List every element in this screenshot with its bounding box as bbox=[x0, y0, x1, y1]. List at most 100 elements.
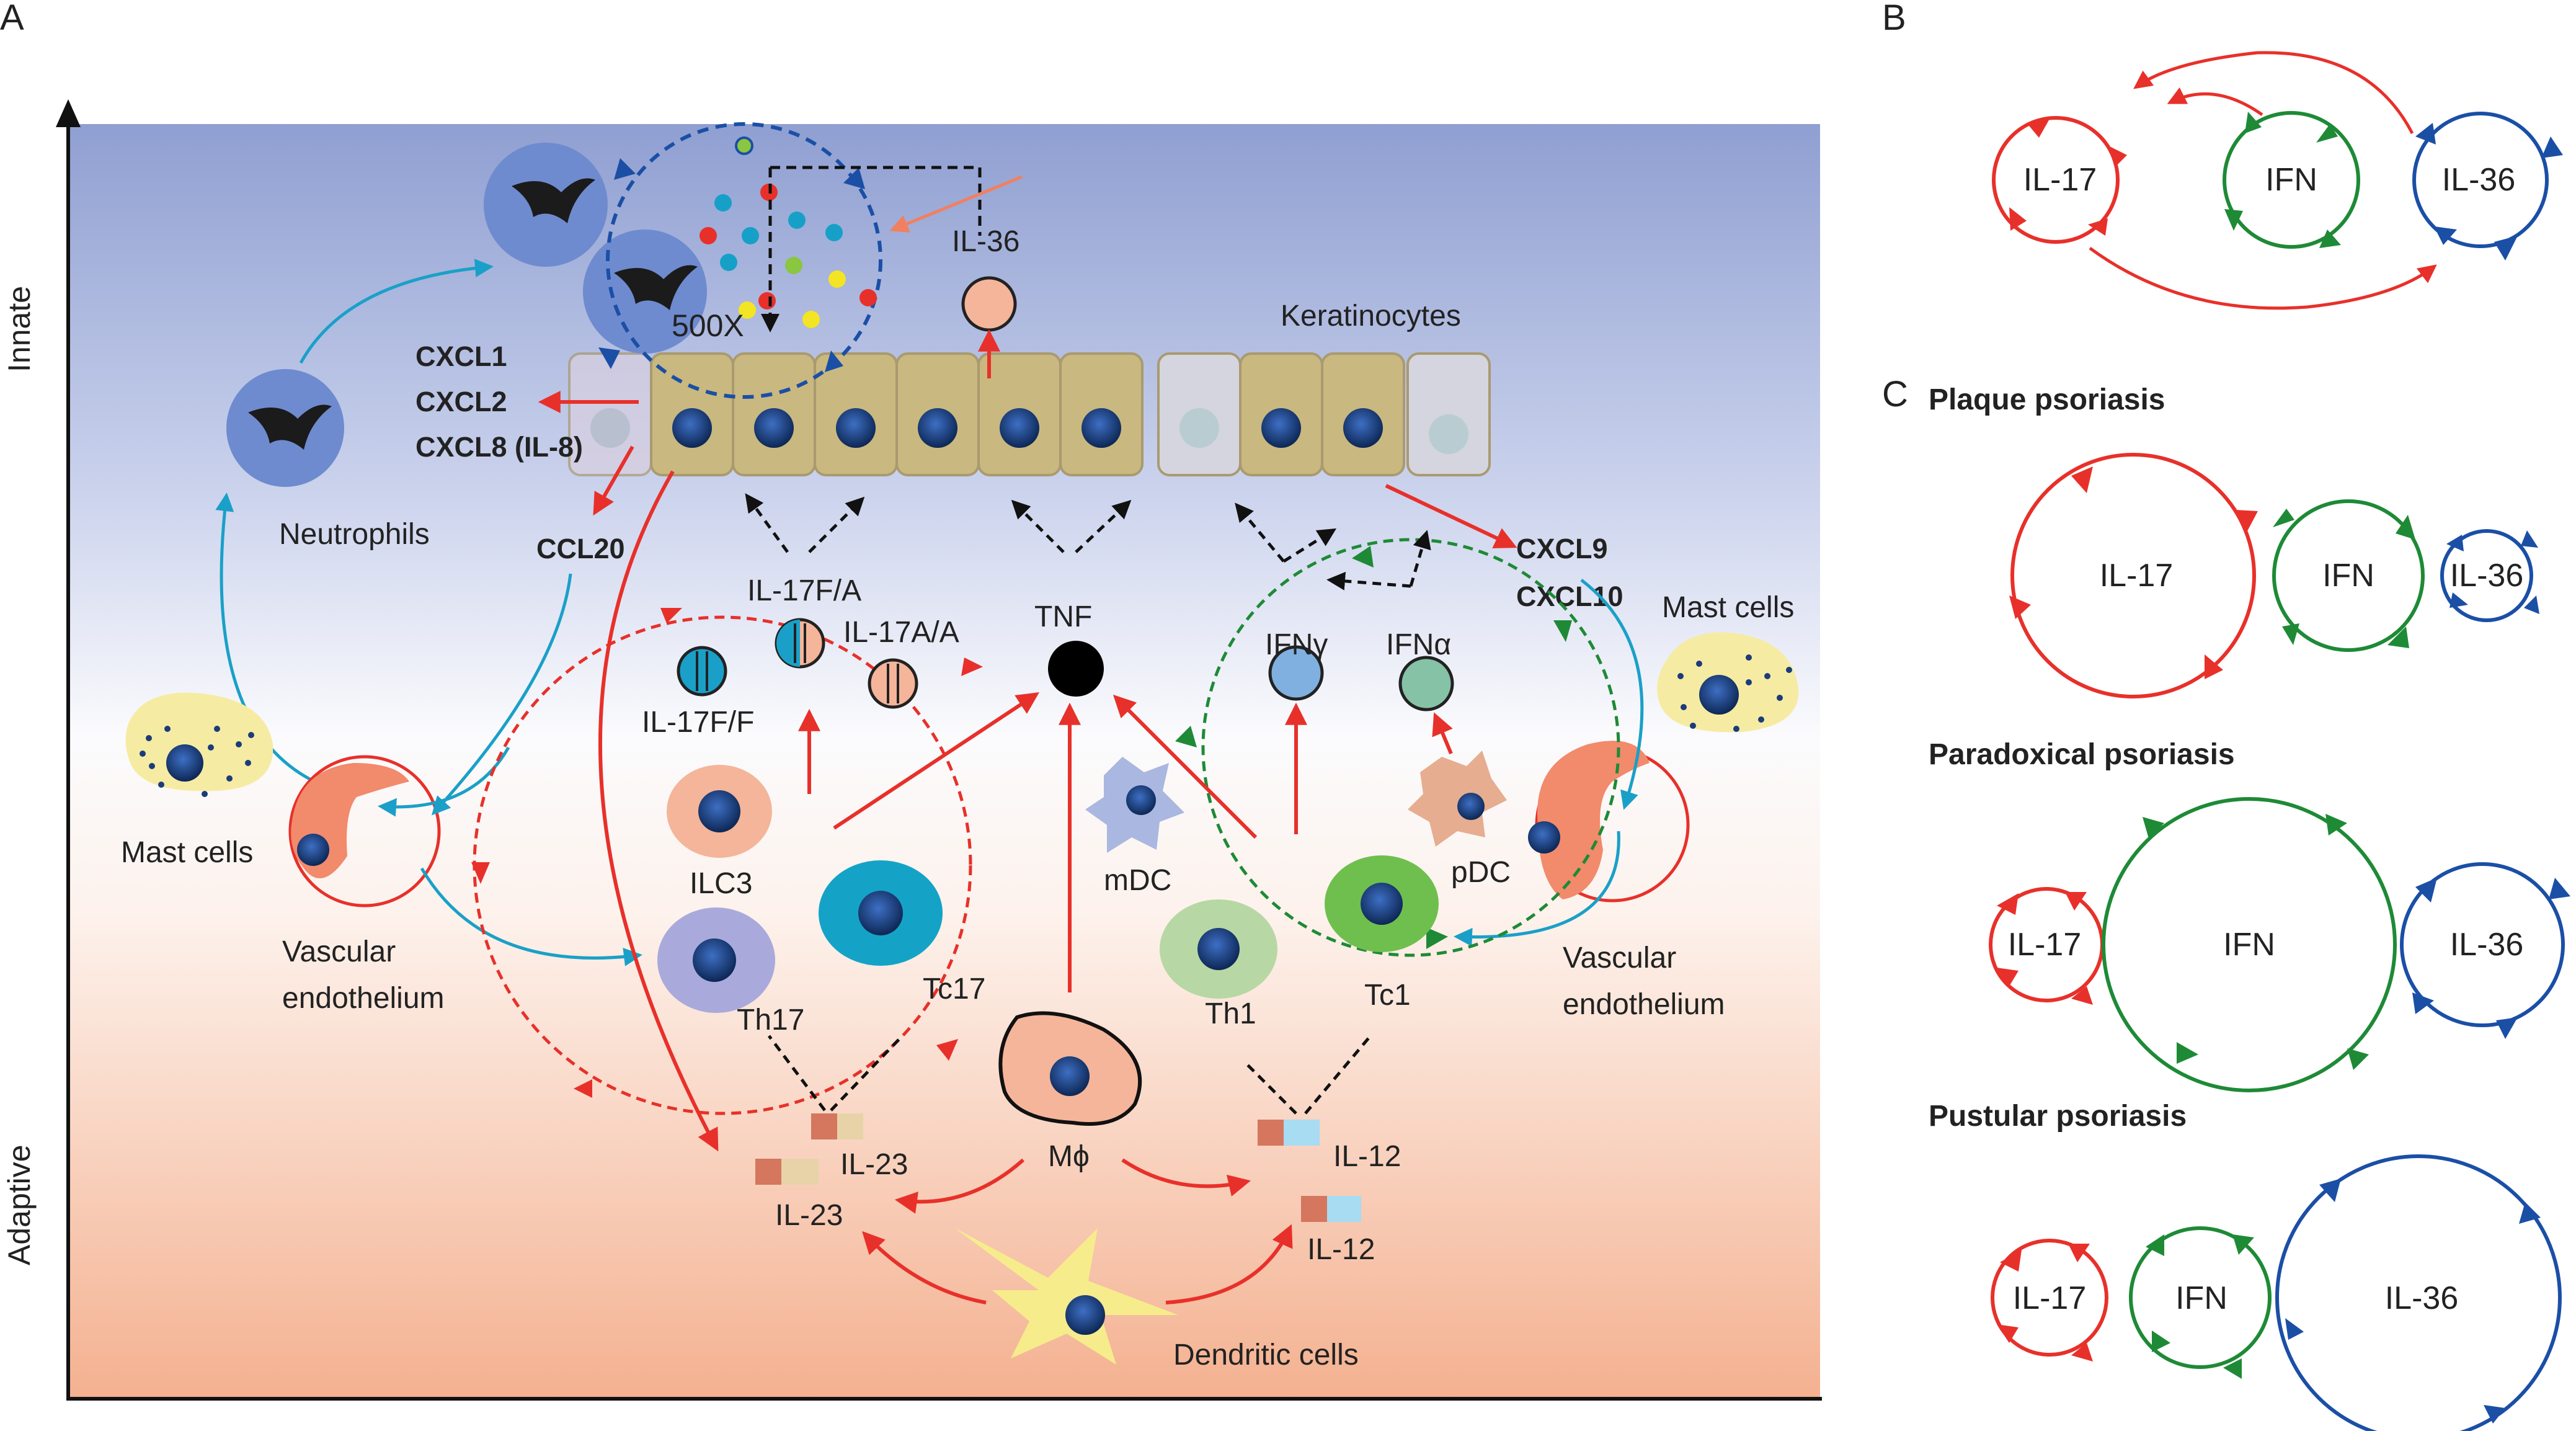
ifng-molecule bbox=[1268, 645, 1324, 701]
tc17-cell bbox=[819, 860, 943, 966]
mdc-cell bbox=[1085, 757, 1184, 853]
cxcl9-release-arrow bbox=[1385, 484, 1517, 548]
ccl20-recruit-arrow bbox=[431, 573, 572, 816]
th1-label: Th1 bbox=[1205, 997, 1256, 1030]
ifn-loop-dashed bbox=[1201, 538, 1620, 957]
il23-block-lower bbox=[755, 1159, 819, 1185]
plaque-il36-label: IL-36 bbox=[2450, 558, 2524, 594]
paradoxical-il17-label: IL-17 bbox=[2008, 927, 2082, 963]
tnf-label: TNF bbox=[1034, 600, 1092, 633]
il17ff-molecule bbox=[677, 646, 727, 697]
panel-b-ifn-circle bbox=[2223, 111, 2360, 249]
il12-block-upper bbox=[1258, 1120, 1320, 1146]
panel-b-il36-label: IL-36 bbox=[2442, 162, 2516, 198]
il23-block-upper bbox=[811, 1113, 863, 1139]
pustular-il17-label: IL-17 bbox=[2013, 1280, 2087, 1316]
il17fa-label: IL-17F/A bbox=[747, 574, 861, 607]
dendritic-cells-label: Dendritic cells bbox=[1173, 1339, 1359, 1371]
il23-lower-label: IL-23 bbox=[775, 1199, 843, 1232]
magnifier-arrowheads bbox=[598, 158, 865, 372]
innate-axis-label: Innate bbox=[2, 286, 37, 372]
panel-b-il17-label: IL-17 bbox=[2023, 162, 2097, 198]
panel-b: B IL-17 IFN IL-36 bbox=[1882, 0, 2563, 310]
vascular-right-label-2: endothelium bbox=[1563, 988, 1725, 1021]
vascular-left-label-2: endothelium bbox=[282, 982, 445, 1015]
panel-a-letter: A bbox=[0, 0, 24, 38]
pustular-il36-circle bbox=[2275, 1154, 2562, 1431]
macrophage-cell bbox=[998, 1011, 1142, 1126]
cxcl2-label: CXCL2 bbox=[415, 386, 507, 417]
cxcl9-label: CXCL9 bbox=[1516, 533, 1608, 564]
plaque-title: Plaque psoriasis bbox=[1929, 383, 2165, 416]
chemokine-dots bbox=[700, 136, 877, 328]
paradoxical-il36-label: IL-36 bbox=[2450, 927, 2524, 963]
mdc-label: mDC bbox=[1104, 864, 1171, 897]
pustular-title: Pustular psoriasis bbox=[1929, 1100, 2187, 1133]
plaque-ifn-label: IFN bbox=[2322, 558, 2374, 594]
macrophage-label: Mϕ bbox=[1048, 1140, 1090, 1173]
magnification-label: 500X bbox=[672, 308, 744, 343]
magnifier-circle bbox=[606, 122, 882, 399]
neutrophils-label: Neutrophils bbox=[279, 518, 430, 551]
th17-extravasation-arrow bbox=[420, 867, 642, 966]
il23-il12-dashed-lines bbox=[768, 1035, 1372, 1115]
th17-cell bbox=[657, 907, 775, 1013]
neutrophil-migration-arrow bbox=[299, 259, 494, 364]
il36-label: IL-36 bbox=[952, 225, 1019, 258]
panel-c: C Plaque psoriasis IL-17 IFN IL-36 Parad… bbox=[1882, 374, 2570, 1431]
vascular-left-label-1: Vascular bbox=[282, 935, 396, 968]
il17aa-molecule bbox=[868, 658, 918, 709]
il12-upper-label: IL-12 bbox=[1333, 1140, 1401, 1173]
paradoxical-ifn-circle bbox=[2102, 797, 2397, 1092]
ilc3-cell bbox=[667, 765, 772, 858]
cxcl1-label: CXCL1 bbox=[415, 341, 507, 372]
il17aa-label: IL-17A/A bbox=[843, 616, 959, 649]
vascular-endothelium-right bbox=[1528, 741, 1690, 903]
pustular-il17-circle bbox=[1991, 1239, 2108, 1357]
cxcl10-label: CXCL10 bbox=[1516, 581, 1623, 612]
tc17-label: Tc17 bbox=[923, 973, 985, 1005]
tc1-label: Tc1 bbox=[1364, 979, 1411, 1012]
mast-cells-left-label: Mast cells bbox=[121, 836, 253, 869]
th1-cell bbox=[1160, 899, 1277, 999]
paradoxical-ifn-label: IFN bbox=[2223, 927, 2275, 963]
il23-upper-label: IL-23 bbox=[840, 1148, 908, 1181]
y-axis-arrowhead bbox=[56, 99, 81, 127]
panel-b-il17-circle bbox=[1992, 116, 2120, 244]
panel-b-il36-to-il17-arrow bbox=[2133, 51, 2414, 135]
keratinocyte-layer bbox=[568, 352, 1491, 476]
mast-cell-left bbox=[125, 692, 273, 797]
tnf-molecule bbox=[1048, 641, 1104, 697]
red-production-arrows bbox=[598, 470, 1453, 1304]
plaque-ifn-circle bbox=[2272, 499, 2425, 652]
vascular-right-label-1: Vascular bbox=[1563, 942, 1676, 974]
paradoxical-loop-arrowheads bbox=[1997, 814, 2570, 1070]
pustular-loop-arrowheads bbox=[1997, 1179, 2541, 1424]
plaque-il17-label: IL-17 bbox=[2100, 558, 2174, 594]
cxcl10-recruit-arrow bbox=[1580, 579, 1644, 810]
pustular-ifn-circle bbox=[2129, 1226, 2272, 1369]
panel-b-letter: B bbox=[1882, 0, 1906, 38]
ilc3-label: ILC3 bbox=[690, 867, 752, 900]
keratinocytes-label: Keratinocytes bbox=[1281, 300, 1461, 332]
il36-chemotaxis-arrow bbox=[889, 175, 1023, 233]
panel-b-loop-arrowheads bbox=[2009, 112, 2563, 261]
ifna-molecule bbox=[1398, 656, 1454, 711]
cytokine-to-keratinocyte-arrows bbox=[745, 493, 1431, 591]
pustular-ifn-label: IFN bbox=[2175, 1280, 2227, 1316]
adaptive-axis-label: Adaptive bbox=[2, 1144, 37, 1265]
plaque-il17-circle bbox=[2010, 453, 2256, 698]
pdc-cell bbox=[1408, 751, 1507, 847]
paradoxical-title: Paradoxical psoriasis bbox=[1929, 738, 2235, 771]
plaque-loop-arrowheads bbox=[2009, 466, 2539, 679]
paradoxical-il36-circle bbox=[2400, 862, 2565, 1027]
vascular-endothelium-left bbox=[288, 755, 441, 907]
panel-b-il17-to-il36-arrow bbox=[2089, 246, 2437, 310]
tc1-cell bbox=[1325, 855, 1439, 952]
il17-loop-arrowheads bbox=[471, 608, 983, 1098]
mast-cell-right bbox=[1657, 632, 1799, 733]
il36-molecule bbox=[961, 276, 1017, 332]
ccl20-label: CCL20 bbox=[536, 533, 625, 564]
panel-b-ifn-label: IFN bbox=[2265, 162, 2317, 198]
